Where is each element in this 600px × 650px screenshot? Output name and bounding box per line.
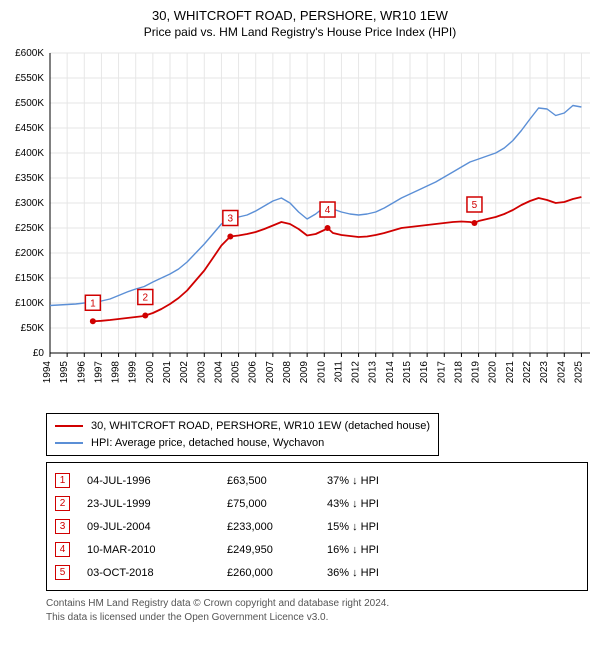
svg-text:£550K: £550K [15, 73, 44, 84]
svg-text:2020: 2020 [488, 361, 499, 384]
svg-text:2007: 2007 [265, 361, 276, 384]
svg-text:2018: 2018 [453, 361, 464, 384]
svg-text:2019: 2019 [471, 361, 482, 384]
transaction-price: £75,000 [227, 498, 327, 510]
svg-text:£100K: £100K [15, 298, 44, 309]
transaction-marker: 1 [55, 473, 70, 488]
transaction-marker: 5 [55, 565, 70, 580]
svg-text:£500K: £500K [15, 98, 44, 109]
svg-text:2001: 2001 [162, 361, 173, 384]
svg-text:2014: 2014 [385, 361, 396, 384]
transaction-delta: 37% ↓ HPI [327, 475, 467, 487]
svg-text:£300K: £300K [15, 198, 44, 209]
svg-text:1: 1 [90, 298, 96, 309]
svg-text:1996: 1996 [76, 361, 87, 384]
svg-text:2024: 2024 [556, 361, 567, 384]
transactions-table: 1 04-JUL-1996£63,50037% ↓ HPI 2 23-JUL-1999… [46, 462, 588, 591]
svg-text:1997: 1997 [93, 361, 104, 384]
svg-text:£50K: £50K [21, 323, 45, 334]
svg-text:2003: 2003 [196, 361, 207, 384]
page-title: 30, WHITCROFT ROAD, PERSHORE, WR10 1EW [0, 8, 600, 23]
table-row: 4 10-MAR-2010£249,95016% ↓ HPI [55, 538, 579, 561]
svg-text:2016: 2016 [419, 361, 430, 384]
svg-text:2006: 2006 [248, 361, 259, 384]
transaction-date: 04-JUL-1996 [87, 475, 227, 487]
legend-swatch [55, 442, 83, 444]
legend: 30, WHITCROFT ROAD, PERSHORE, WR10 1EW (… [46, 413, 439, 456]
table-row: 1 04-JUL-1996£63,50037% ↓ HPI [55, 469, 579, 492]
svg-text:£400K: £400K [15, 148, 44, 159]
svg-text:£0: £0 [33, 348, 45, 359]
svg-text:1994: 1994 [42, 361, 53, 384]
svg-text:£450K: £450K [15, 123, 44, 134]
svg-text:2004: 2004 [213, 361, 224, 384]
svg-text:1995: 1995 [59, 361, 70, 384]
svg-text:£600K: £600K [15, 48, 44, 59]
transaction-date: 10-MAR-2010 [87, 544, 227, 556]
svg-text:3: 3 [228, 214, 234, 225]
svg-text:2022: 2022 [522, 361, 533, 384]
transaction-marker: 4 [55, 542, 70, 557]
svg-text:1998: 1998 [111, 361, 122, 384]
transaction-marker: 3 [55, 519, 70, 534]
svg-text:2021: 2021 [505, 361, 516, 384]
svg-text:2000: 2000 [145, 361, 156, 384]
legend-label: HPI: Average price, detached house, Wych… [91, 435, 324, 452]
svg-text:2009: 2009 [299, 361, 310, 384]
footer-line: This data is licensed under the Open Gov… [46, 611, 588, 625]
transaction-delta: 36% ↓ HPI [327, 567, 467, 579]
transaction-price: £249,950 [227, 544, 327, 556]
svg-text:1999: 1999 [128, 361, 139, 384]
transaction-delta: 16% ↓ HPI [327, 544, 467, 556]
svg-text:2010: 2010 [316, 361, 327, 384]
svg-text:2015: 2015 [402, 361, 413, 384]
svg-text:£250K: £250K [15, 223, 44, 234]
price-chart: £0 £50K £100K £150K £200K £250K £300K £350K £400… [0, 45, 600, 405]
transaction-delta: 43% ↓ HPI [327, 498, 467, 510]
svg-text:£350K: £350K [15, 173, 44, 184]
table-row: 3 09-JUL-2004£233,00015% ↓ HPI [55, 515, 579, 538]
transaction-price: £260,000 [227, 567, 327, 579]
page-subtitle: Price paid vs. HM Land Registry's House … [0, 25, 600, 39]
legend-swatch [55, 425, 83, 427]
legend-item: HPI: Average price, detached house, Wych… [55, 435, 430, 452]
svg-text:5: 5 [472, 200, 478, 211]
svg-text:4: 4 [325, 205, 331, 216]
svg-text:2011: 2011 [333, 361, 344, 383]
legend-label: 30, WHITCROFT ROAD, PERSHORE, WR10 1EW (… [91, 418, 430, 435]
transaction-date: 23-JUL-1999 [87, 498, 227, 510]
svg-text:2017: 2017 [436, 361, 447, 384]
transaction-marker: 2 [55, 496, 70, 511]
footer-line: Contains HM Land Registry data © Crown c… [46, 597, 588, 611]
svg-text:2013: 2013 [368, 361, 379, 384]
legend-item: 30, WHITCROFT ROAD, PERSHORE, WR10 1EW (… [55, 418, 430, 435]
svg-text:2012: 2012 [351, 361, 362, 384]
transaction-price: £233,000 [227, 521, 327, 533]
svg-text:2025: 2025 [573, 361, 584, 384]
transaction-price: £63,500 [227, 475, 327, 487]
transaction-date: 09-JUL-2004 [87, 521, 227, 533]
table-row: 5 03-OCT-2018£260,00036% ↓ HPI [55, 561, 579, 584]
footer-attribution: Contains HM Land Registry data © Crown c… [46, 597, 588, 624]
table-row: 2 23-JUL-1999£75,00043% ↓ HPI [55, 492, 579, 515]
svg-text:£200K: £200K [15, 248, 44, 259]
svg-text:2023: 2023 [539, 361, 550, 384]
svg-text:2: 2 [143, 293, 149, 304]
transaction-date: 03-OCT-2018 [87, 567, 227, 579]
svg-text:2008: 2008 [282, 361, 293, 384]
svg-text:£150K: £150K [15, 273, 44, 284]
svg-text:2002: 2002 [179, 361, 190, 384]
transaction-delta: 15% ↓ HPI [327, 521, 467, 533]
svg-text:2005: 2005 [231, 361, 242, 384]
